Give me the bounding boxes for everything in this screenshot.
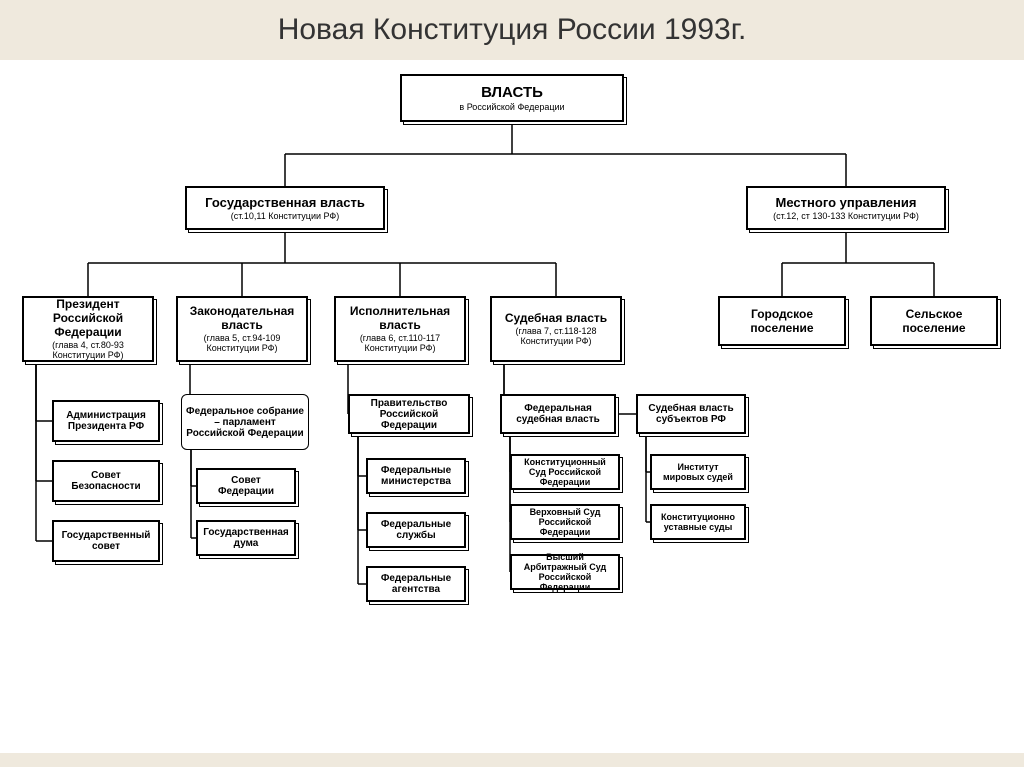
node-leg2: Совет Федерации [196, 468, 296, 504]
node-jud4: Высший Арбитражный Суд Российской Федера… [510, 554, 620, 590]
node-jud: Судебная власть (глава 7, ст.118-128 Конс… [490, 296, 622, 362]
stage: Новая Конституция России 1993г. ВЛАСТЬв … [0, 0, 1024, 767]
node-exec3-title: Федеральные службы [372, 519, 460, 541]
node-jud6-title: Институт мировых судей [656, 462, 740, 482]
node-leg: Законодательная власть(глава 5, ст.94-10… [176, 296, 308, 362]
node-gov: Государственная власть (ст.10,11 Конститу… [185, 186, 385, 230]
node-jud1-title: Федеральная судебная власть [506, 403, 610, 425]
node-exec1-title: Правительство Российской Федерации [354, 398, 464, 431]
node-jud5-title: Судебная власть субъектов РФ [642, 403, 740, 425]
node-jud2: Конституционный Суд Российской Федерации [510, 454, 620, 490]
node-exec2-title: Федеральные министерства [372, 465, 460, 487]
node-rural: Сельское поселение [870, 296, 998, 346]
node-leg1-title: Федеральное собрание – парламент Российс… [186, 406, 304, 439]
node-pres: Президент Российской Федерации(глава 4, … [22, 296, 154, 362]
node-exec3: Федеральные службы [366, 512, 466, 548]
node-jud-subtitle: (глава 7, ст.118-128 Конституции РФ) [496, 327, 616, 347]
node-jud-title: Судебная власть [505, 311, 607, 325]
node-local-title: Местного управления [776, 195, 917, 210]
node-leg1: Федеральное собрание – парламент Российс… [181, 394, 309, 450]
node-jud1: Федеральная судебная власть [500, 394, 616, 434]
node-gov-subtitle: (ст.10,11 Конституции РФ) [231, 212, 340, 222]
node-leg-subtitle: (глава 5, ст.94-109 Конституции РФ) [182, 334, 302, 354]
node-jud3-title: Верховный Суд Российской Федерации [516, 507, 614, 537]
node-pres3-title: Государственный совет [58, 530, 154, 552]
node-leg3: Государственная дума [196, 520, 296, 556]
node-exec1: Правительство Российской Федерации [348, 394, 470, 434]
node-leg-title: Законодательная власть [182, 304, 302, 332]
node-pres2-title: Совет Безопасности [58, 470, 154, 492]
node-pres-title: Президент Российской Федерации [28, 297, 148, 339]
node-pres1: Администрация Президента РФ [52, 400, 160, 442]
node-exec4-title: Федеральные агентства [372, 573, 460, 595]
node-city-title: Городское поселение [724, 307, 840, 335]
node-root-title: ВЛАСТЬ [481, 84, 543, 101]
node-jud6: Институт мировых судей [650, 454, 746, 490]
node-pres3: Государственный совет [52, 520, 160, 562]
node-pres-subtitle: (глава 4, ст.80-93 Конституции РФ) [28, 341, 148, 361]
node-city: Городское поселение [718, 296, 846, 346]
node-jud3: Верховный Суд Российской Федерации [510, 504, 620, 540]
node-leg2-title: Совет Федерации [202, 475, 290, 497]
node-pres2: Совет Безопасности [52, 460, 160, 502]
node-exec-subtitle: (глава 6, ст.110-117 Конституции РФ) [340, 334, 460, 354]
node-jud7-title: Конституционно уставные суды [656, 512, 740, 532]
node-rural-title: Сельское поселение [876, 307, 992, 335]
node-local: Местного управления (ст.12, ст 130-133 Ко… [746, 186, 946, 230]
node-leg3-title: Государственная дума [202, 527, 290, 549]
footer-bar [0, 753, 1024, 767]
node-jud2-title: Конституционный Суд Российской Федерации [516, 457, 614, 487]
node-jud4-title: Высший Арбитражный Суд Российской Федера… [516, 552, 614, 592]
node-exec-title: Исполнительная власть [340, 304, 460, 332]
node-pres1-title: Администрация Президента РФ [58, 410, 154, 432]
node-exec2: Федеральные министерства [366, 458, 466, 494]
node-jud5: Судебная власть субъектов РФ [636, 394, 746, 434]
node-root-subtitle: в Российской Федерации [459, 103, 564, 113]
node-gov-title: Государственная власть [205, 195, 365, 210]
node-exec4: Федеральные агентства [366, 566, 466, 602]
node-root: ВЛАСТЬ в Российской Федерации [400, 74, 624, 122]
node-jud7: Конституционно уставные суды [650, 504, 746, 540]
node-local-subtitle: (ст.12, ст 130-133 Конституции РФ) [773, 212, 919, 222]
node-exec: Исполнительная власть(глава 6, ст.110-11… [334, 296, 466, 362]
